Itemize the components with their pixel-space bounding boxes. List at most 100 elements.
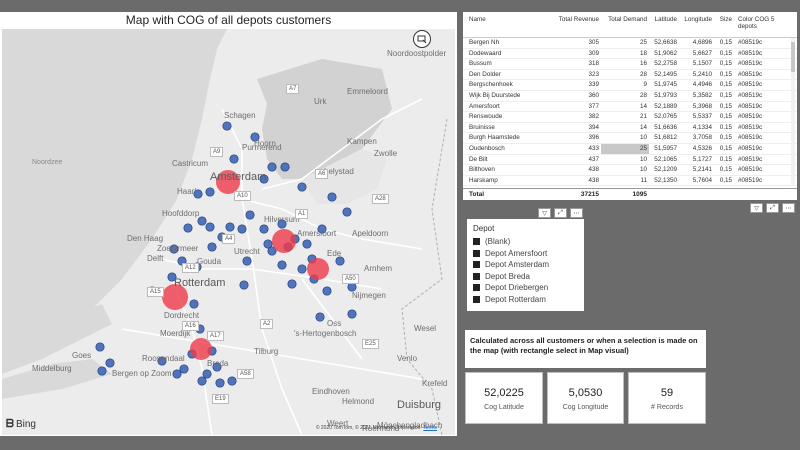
customer-point[interactable] bbox=[157, 356, 167, 366]
table-row[interactable]: Renswoude 382 21 52,0765 5,5337 0,15 #08519c bbox=[463, 112, 797, 123]
customer-point[interactable] bbox=[267, 162, 277, 172]
customer-point[interactable] bbox=[267, 246, 277, 256]
customer-point[interactable] bbox=[297, 264, 307, 274]
card-cog-longitude[interactable]: 5,0530 Cog Longitude bbox=[547, 372, 624, 424]
customer-point[interactable] bbox=[245, 210, 255, 220]
card-record-count[interactable]: 59 # Records bbox=[628, 372, 706, 424]
table-row[interactable]: Bergschenhoek 339 9 51,9745 4,4946 0,15 #08519… bbox=[463, 80, 797, 91]
customer-point[interactable] bbox=[259, 174, 269, 184]
customer-point[interactable] bbox=[169, 244, 179, 254]
depot-slicer[interactable]: Depot (Blank) Depot Amersfoort Depot Ams… bbox=[467, 219, 584, 311]
column-header-total-revenue[interactable]: Total Revenue bbox=[558, 16, 599, 23]
slicer-item-depot-amsterdam[interactable]: Depot Amsterdam bbox=[473, 259, 578, 271]
more-options-icon[interactable]: ⋯ bbox=[782, 203, 795, 213]
cog-point[interactable] bbox=[162, 284, 188, 310]
table-row[interactable]: Bergen Nh 305 25 52,6638 4,6896 0,15 #08519c bbox=[463, 38, 797, 49]
customer-point[interactable] bbox=[212, 362, 222, 372]
map-area[interactable]: Amsterdam Rotterdam Utrecht Dordrecht Zo… bbox=[2, 29, 455, 435]
table-row[interactable]: Bussum 318 16 52,2758 5,1507 0,15 #08519c bbox=[463, 59, 797, 70]
checkbox-icon[interactable] bbox=[473, 238, 480, 246]
customer-point[interactable] bbox=[277, 219, 287, 229]
customer-point[interactable] bbox=[215, 378, 225, 388]
customer-point[interactable] bbox=[183, 223, 193, 233]
customer-point[interactable] bbox=[95, 342, 105, 352]
focus-mode-icon[interactable]: ⤢ bbox=[766, 203, 779, 213]
cog-point[interactable] bbox=[190, 338, 212, 360]
customer-point[interactable] bbox=[322, 286, 332, 296]
column-header-longitude[interactable]: Longitude bbox=[684, 16, 712, 23]
lasso-select-button[interactable] bbox=[413, 30, 431, 48]
slicer-item-depot-amersfoort[interactable]: Depot Amersfoort bbox=[473, 248, 578, 260]
customer-point[interactable] bbox=[222, 121, 232, 131]
customer-point[interactable] bbox=[105, 358, 115, 368]
customer-point[interactable] bbox=[277, 260, 287, 270]
customer-point[interactable] bbox=[189, 299, 199, 309]
customer-point[interactable] bbox=[227, 376, 237, 386]
customer-point[interactable] bbox=[242, 256, 252, 266]
table-row[interactable]: Dodewaard 309 18 51,9062 5,6627 0,15 #08519c bbox=[463, 49, 797, 60]
card-cog-latitude[interactable]: 52,0225 Cog Latitude bbox=[465, 372, 543, 424]
more-options-icon[interactable]: ⋯ bbox=[570, 208, 583, 218]
customer-point[interactable] bbox=[315, 312, 325, 322]
customer-point[interactable] bbox=[287, 279, 297, 289]
checkbox-icon[interactable] bbox=[473, 249, 480, 257]
checkbox-icon[interactable] bbox=[473, 272, 480, 280]
customer-point[interactable] bbox=[197, 376, 207, 386]
customer-point[interactable] bbox=[335, 256, 345, 266]
customer-point[interactable] bbox=[193, 189, 203, 199]
table-row[interactable]: De Bilt 437 10 52,1065 5,1727 0,15 #08519c bbox=[463, 155, 797, 166]
customer-point[interactable] bbox=[172, 369, 182, 379]
customer-point[interactable] bbox=[225, 222, 235, 232]
customer-point[interactable] bbox=[259, 224, 269, 234]
customer-point[interactable] bbox=[229, 154, 239, 164]
table-row[interactable]: Oudenbosch 433 25 51,5957 4,5326 0,15 #08519c bbox=[463, 143, 797, 155]
customer-point[interactable] bbox=[202, 369, 212, 379]
checkbox-icon[interactable] bbox=[473, 284, 480, 292]
customer-point[interactable] bbox=[297, 182, 307, 192]
cog-point[interactable] bbox=[272, 229, 296, 253]
focus-mode-icon[interactable]: ⤢ bbox=[554, 208, 567, 218]
customer-point[interactable] bbox=[263, 239, 273, 249]
customer-point[interactable] bbox=[317, 224, 327, 234]
filter-icon[interactable]: ▽ bbox=[538, 208, 551, 218]
customer-point[interactable] bbox=[179, 364, 189, 374]
cog-point[interactable] bbox=[307, 258, 329, 280]
table-row[interactable]: Wijk Bij Duurstede 360 28 51,9793 5,3582 0,15… bbox=[463, 91, 797, 102]
table-row[interactable]: Burgh Haamstede 396 10 51,6812 3,7058 0,15 #08… bbox=[463, 133, 797, 144]
checkbox-icon[interactable] bbox=[473, 261, 480, 269]
cog-point[interactable] bbox=[216, 170, 240, 194]
customer-point[interactable] bbox=[302, 239, 312, 249]
customer-point[interactable] bbox=[205, 222, 215, 232]
table-scrollbar[interactable] bbox=[791, 38, 795, 186]
customer-point[interactable] bbox=[250, 132, 260, 142]
customer-point[interactable] bbox=[342, 207, 352, 217]
table-row[interactable]: Bilthoven 438 10 52,1209 5,2141 0,15 #08519c bbox=[463, 165, 797, 176]
customer-point[interactable] bbox=[207, 242, 217, 252]
table-row[interactable]: Amersfoort 377 14 52,1889 5,3968 0,15 #08519c bbox=[463, 102, 797, 113]
slicer-item-depot-driebergen[interactable]: Depot Driebergen bbox=[473, 282, 578, 294]
column-header-size[interactable]: Size bbox=[719, 16, 732, 23]
customer-point[interactable] bbox=[237, 224, 247, 234]
scrollbar-thumb[interactable] bbox=[791, 42, 795, 72]
customer-point[interactable] bbox=[347, 282, 357, 292]
slicer-item-depot-rotterdam[interactable]: Depot Rotterdam bbox=[473, 294, 578, 306]
customer-point[interactable] bbox=[347, 309, 357, 319]
column-header-latitude[interactable]: Latitude bbox=[654, 16, 677, 23]
map-visual[interactable]: Map with COG of all depots customers bbox=[0, 12, 457, 436]
customer-point[interactable] bbox=[327, 192, 337, 202]
table-row[interactable]: Den Dolder 323 28 52,1495 5,2410 0,15 #08519c bbox=[463, 70, 797, 81]
customer-point[interactable] bbox=[239, 280, 249, 290]
column-header-name[interactable]: Name bbox=[469, 16, 486, 23]
column-header-color[interactable]: Color COG 5 depots bbox=[738, 16, 775, 30]
slicer-item-blank[interactable]: (Blank) bbox=[473, 236, 578, 248]
customer-point[interactable] bbox=[205, 187, 215, 197]
customer-point[interactable] bbox=[167, 272, 177, 282]
map-canvas[interactable] bbox=[2, 29, 455, 435]
table-row[interactable]: Bruinisse 394 14 51,6636 4,1334 0,15 #08519c bbox=[463, 123, 797, 134]
table-row[interactable]: Harskamp 438 11 52,1350 5,7604 0,15 #08519c bbox=[463, 176, 797, 187]
checkbox-icon[interactable] bbox=[473, 295, 480, 303]
column-header-total-demand[interactable]: Total Demand bbox=[608, 16, 647, 23]
terms-link[interactable]: Terms bbox=[423, 425, 437, 431]
table-visual[interactable]: Name Total Revenue Total Demand Latitude… bbox=[463, 12, 797, 200]
customer-point[interactable] bbox=[197, 216, 207, 226]
